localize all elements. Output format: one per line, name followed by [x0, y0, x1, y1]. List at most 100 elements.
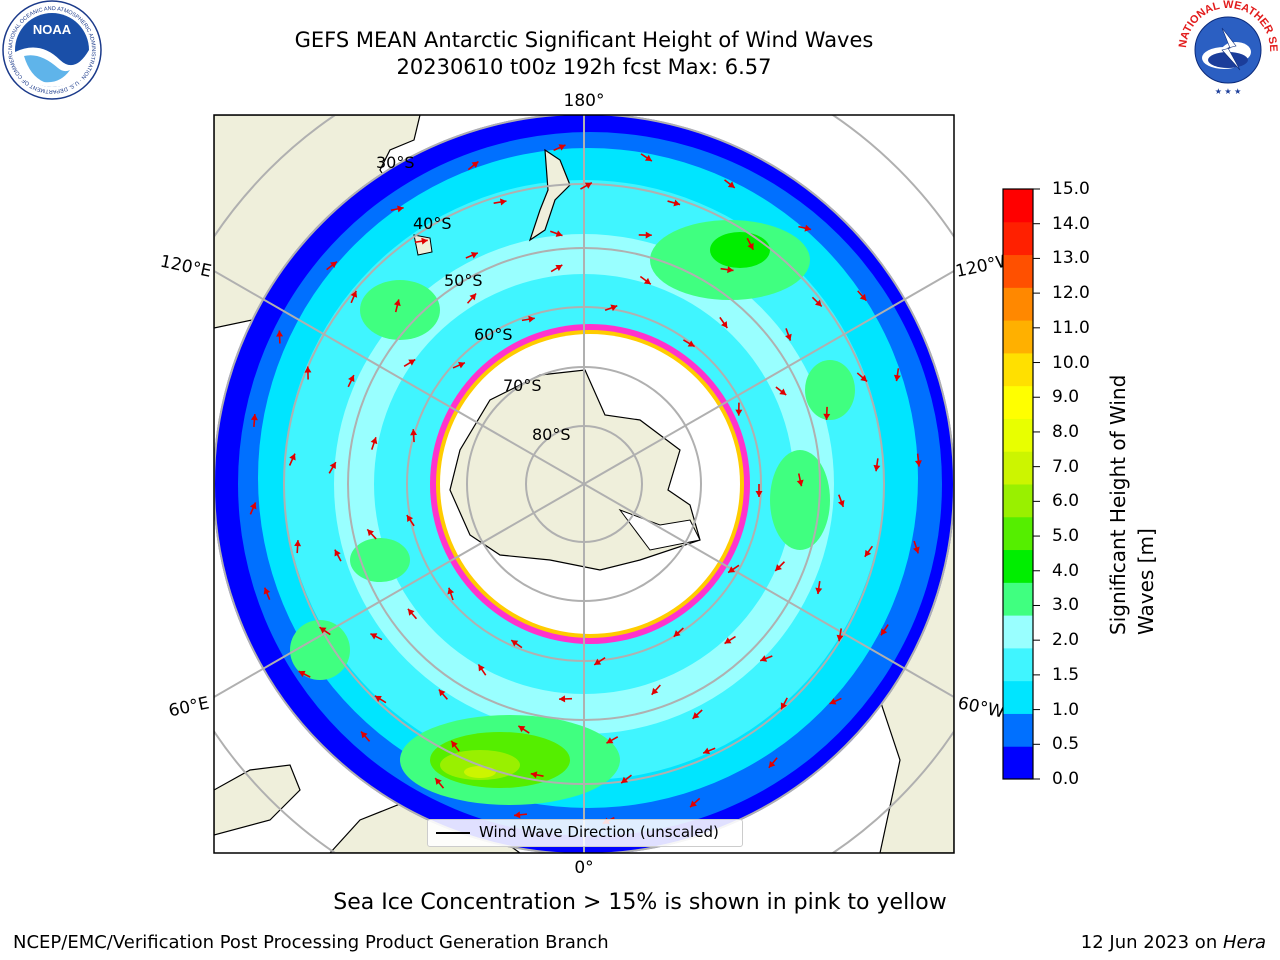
colorbar-tick-label: 4.0	[1052, 560, 1080, 581]
wind-wave-arrow-head	[692, 712, 700, 719]
wind-wave-arrow-head	[294, 540, 302, 547]
wind-wave-arrow-head	[410, 429, 418, 436]
wind-wave-arrow-head	[558, 144, 566, 151]
wind-wave-arrow-head	[350, 290, 358, 298]
wind-wave-arrow-head	[511, 640, 519, 647]
wind-wave-arrow-head	[606, 737, 614, 744]
wind-wave-arrow-head	[499, 198, 507, 206]
land-new-zealand	[528, 148, 571, 242]
wind-wave-arrow-head	[469, 293, 477, 301]
colorbar-bin	[1003, 582, 1033, 616]
wind-wave-arrow-head	[470, 252, 478, 259]
wind-wave-arrow-head	[408, 359, 416, 366]
lon-label-180: 180°	[564, 91, 605, 111]
colorbar-bin	[1003, 320, 1033, 354]
noaa-logo: NOAA NATIONAL OCEANIC AND ATMOSPHERIC AD…	[0, 0, 102, 100]
wind-wave-arrow-head	[330, 261, 337, 269]
wind-wave-arrow-head	[361, 731, 368, 739]
wind-wave-arrow-head	[397, 205, 404, 213]
wind-wave-arrow-head	[559, 695, 566, 703]
map-subtitle: 20230610 t00z 192h fcst Max: 6.57	[396, 55, 772, 79]
wind-wave-arrow-head	[471, 161, 479, 168]
lat-label-50s: 50°S	[444, 271, 483, 290]
colorbar-bin	[1003, 615, 1033, 649]
wind-wave-arrow-head	[687, 340, 695, 347]
credit-left: NCEP/EMC/Verification Post Processing Pr…	[13, 932, 609, 953]
wind-wave-arrow-head	[690, 800, 697, 808]
wind-wave-arrow-head	[760, 655, 768, 662]
credit-machine: Hera	[1222, 932, 1266, 953]
wind-wave-arrow-head	[815, 587, 823, 595]
colorbar-frame	[1002, 188, 1034, 780]
lon-label-60e: 60°E	[167, 693, 211, 721]
credit-date: 12 Jun 2023 on	[1080, 932, 1223, 953]
wind-wave-arrow-head	[555, 230, 563, 237]
colorbar-bin	[1003, 647, 1033, 682]
colorbar-tick-label: 9.0	[1052, 387, 1080, 408]
svg-text:NOAA: NOAA	[33, 22, 72, 37]
wind-wave-arrow-head	[367, 529, 374, 537]
wind-wave-arrow-head	[348, 375, 355, 383]
wind-wave-arrow-head	[249, 502, 257, 510]
colorbar-bin	[1003, 451, 1033, 485]
wind-wave-arrow-head	[775, 564, 782, 571]
colorbar-tick-label: 10.0	[1052, 352, 1090, 373]
wind-wave-arrow-head	[451, 740, 458, 748]
colorbar-tick-label: 0.0	[1052, 769, 1080, 789]
colorbar	[1003, 188, 1040, 780]
wind-wave-arrow-head	[651, 687, 659, 695]
wind-wave-arrow-head	[528, 315, 535, 323]
wind-wave-arrow-head	[298, 670, 306, 678]
wind-wave-arrow-head	[768, 760, 776, 768]
wind-wave-arrow-head	[914, 460, 922, 467]
colorbar-bin	[1003, 221, 1033, 256]
colorbar-tick-label: 6.0	[1052, 491, 1080, 512]
map-frame	[213, 114, 955, 854]
colorbar-bin	[1003, 385, 1033, 419]
legend-line-swatch	[436, 832, 470, 834]
lat-label-30s: 30°S	[376, 153, 415, 172]
wind-wave-arrow-head	[374, 695, 382, 702]
colorbar-bin	[1003, 418, 1033, 452]
colorbar-label: Significant Height of Wind Waves [m]	[1106, 368, 1158, 635]
lat-label-70s: 70°S	[503, 376, 542, 395]
wind-wave-arrow-head	[584, 182, 592, 189]
wind-wave-arrow-head	[319, 627, 327, 634]
colorbar-tick-label: 2.0	[1052, 630, 1080, 651]
wind-wave-arrow-head	[250, 414, 258, 421]
wind-wave-arrows	[249, 144, 922, 825]
colorbar-tick-label: 8.0	[1052, 421, 1080, 442]
wind-wave-arrow-head	[334, 549, 341, 557]
graticule	[214, 115, 954, 853]
wind-wave-arrow-head	[435, 778, 442, 785]
wind-wave-arrow-head	[859, 293, 867, 301]
lon-label-60w: 60°W	[956, 693, 1006, 722]
colorbar-bin	[1003, 516, 1033, 551]
wind-wave-arrow-head	[478, 664, 485, 672]
wind-wave-arrow-head	[837, 500, 845, 507]
wind-wave-arrow-head	[673, 199, 681, 207]
wind-wave-arrow-head	[447, 587, 455, 595]
colorbar-tick-label: 0.5	[1052, 734, 1080, 755]
wind-wave-arrow-head	[438, 689, 446, 697]
wind-wave-arrow-head	[645, 231, 652, 239]
wind-wave-arrow-head	[621, 776, 629, 784]
wind-wave-arrow-head	[518, 725, 526, 733]
credit-right: 12 Jun 2023 on Hera	[1081, 932, 1266, 953]
wind-wave-arrow-head	[421, 237, 428, 245]
wind-wave-arrow-head	[644, 154, 652, 162]
svg-text:Significant Height of Wind: Significant Height of Wind Waves [m]	[1106, 368, 1158, 635]
lat-label-80s: 80°S	[532, 425, 571, 444]
map-title: GEFS MEAN Antarctic Significant Height o…	[294, 28, 874, 52]
colorbar-tick-label: 11.0	[1052, 317, 1090, 338]
colorbar-tick-label: 1.5	[1052, 664, 1080, 685]
colorbar-bin	[1003, 352, 1033, 387]
colorbar-tick-label: 15.0	[1052, 179, 1090, 199]
wind-wave-arrow-head	[747, 242, 754, 250]
lat-label-60s: 60°S	[474, 325, 513, 344]
colorbar-tick-label: 14.0	[1052, 213, 1090, 234]
wind-wave-arrow-head	[555, 264, 563, 272]
lon-label-0: 0°	[574, 858, 593, 878]
wind-wave-arrow-head	[785, 333, 792, 341]
wind-wave-arrow-head	[913, 546, 920, 554]
